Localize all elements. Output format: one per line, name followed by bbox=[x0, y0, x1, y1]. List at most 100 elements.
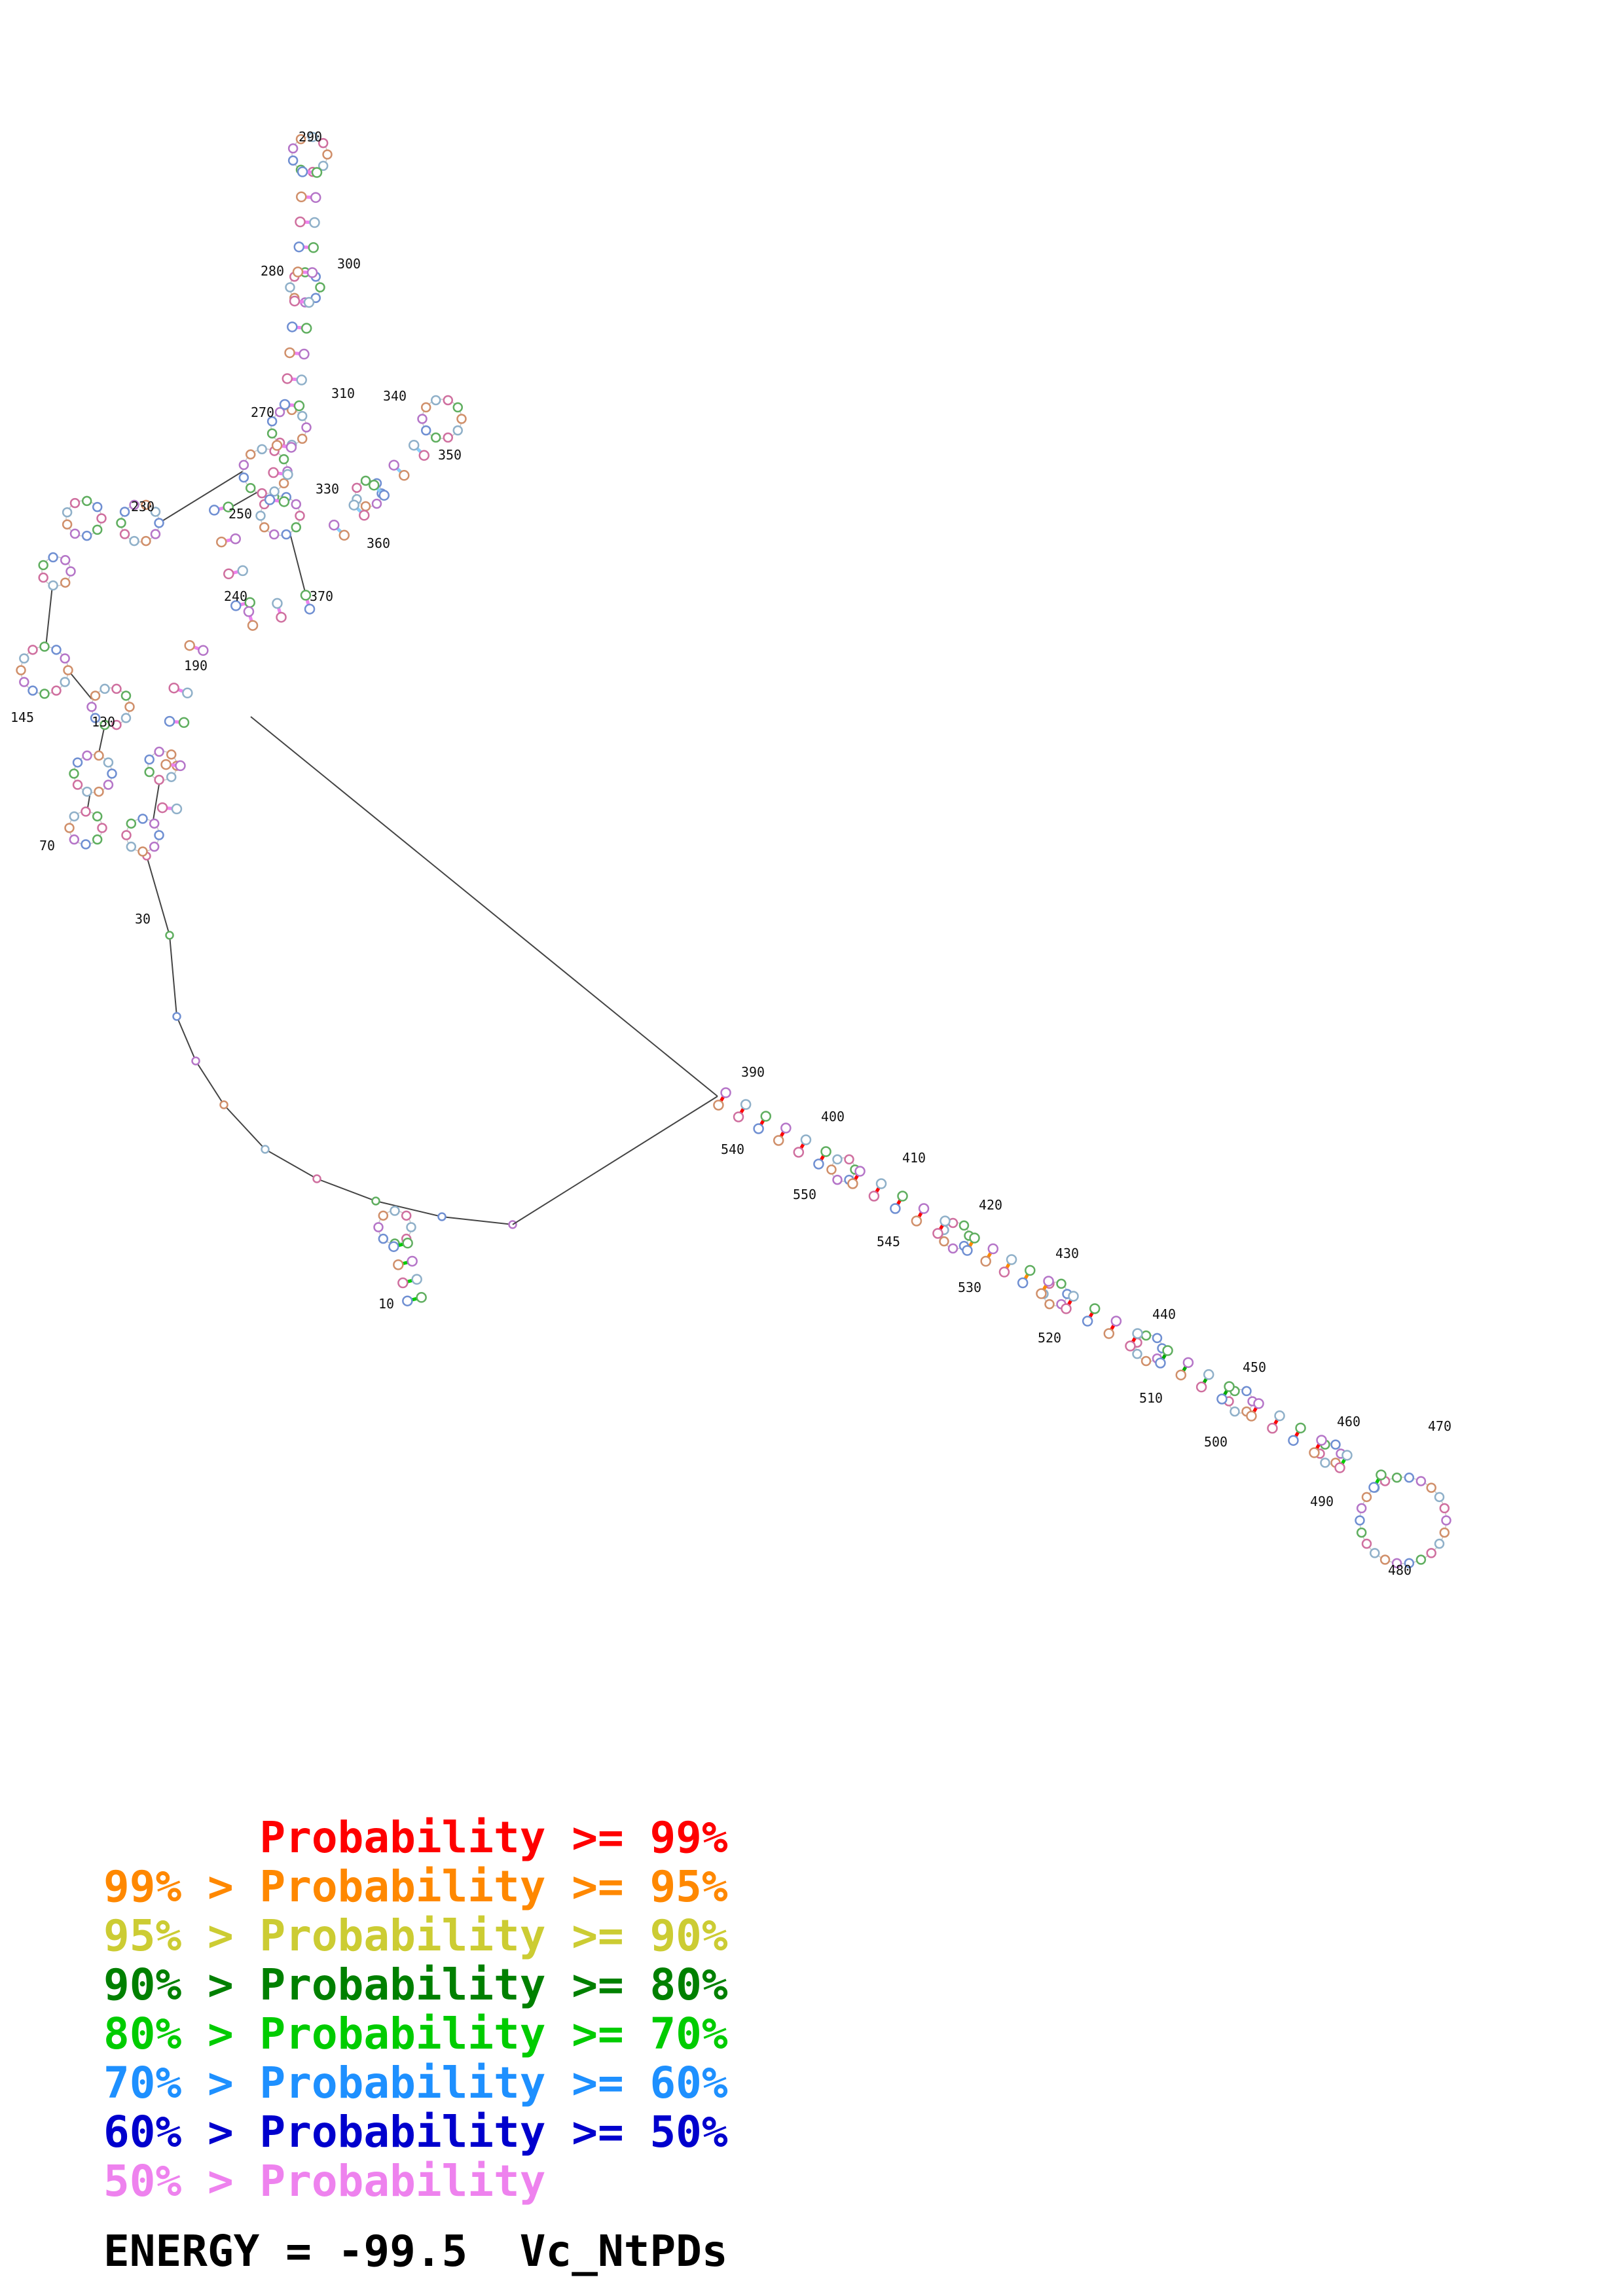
position-label: 350 bbox=[438, 447, 462, 463]
nucleotide-dot bbox=[437, 1212, 447, 1221]
nucleotide-dot bbox=[268, 529, 280, 540]
nucleotide-dot bbox=[1140, 1355, 1152, 1367]
nucleotide-dot bbox=[150, 507, 161, 517]
nucleotide-dot bbox=[154, 746, 164, 757]
nucleotide-dot bbox=[303, 296, 315, 308]
nucleotide-dot bbox=[1224, 1381, 1235, 1392]
nucleotide-dot bbox=[1426, 1482, 1436, 1493]
nucleotide-dot bbox=[16, 665, 26, 675]
nucleotide-dot bbox=[48, 580, 58, 591]
nucleotide-dot bbox=[39, 641, 50, 652]
nucleotide-dot bbox=[980, 1255, 991, 1267]
nucleotide-dot bbox=[144, 766, 155, 778]
nucleotide-dot bbox=[94, 786, 104, 797]
nucleotide-dot bbox=[166, 772, 177, 782]
backbone-strand bbox=[158, 471, 244, 524]
nucleotide-dot bbox=[171, 803, 183, 815]
nucleotide-dot bbox=[1246, 1410, 1257, 1422]
nucleotide-dot bbox=[255, 511, 266, 521]
position-label: 420 bbox=[979, 1197, 1002, 1213]
nucleotide-dot bbox=[60, 577, 71, 588]
nucleotide-dot bbox=[1036, 1288, 1047, 1299]
nucleotide-dot bbox=[307, 132, 318, 143]
nucleotide-dot bbox=[237, 565, 248, 577]
nucleotide-dot bbox=[393, 1259, 404, 1270]
nucleotide-dot bbox=[1241, 1386, 1252, 1397]
nucleotide-dot bbox=[141, 499, 151, 511]
nucleotide-dot bbox=[284, 347, 295, 359]
nucleotide-dot bbox=[1391, 1472, 1402, 1483]
nucleotide-dot bbox=[82, 786, 92, 797]
nucleotide-dot bbox=[1043, 1276, 1054, 1287]
nucleotide-dot bbox=[103, 757, 114, 768]
legend-entry: 90% > Probability >= 80% bbox=[103, 1960, 728, 2010]
position-label: 290 bbox=[299, 129, 322, 145]
nucleotide-dot bbox=[401, 1210, 412, 1221]
nucleotide-dot bbox=[939, 1236, 949, 1247]
nucleotide-dot bbox=[264, 494, 276, 505]
position-label: 270 bbox=[251, 404, 274, 420]
nucleotide-dot bbox=[1132, 1328, 1143, 1339]
nucleotide-dot bbox=[293, 400, 305, 412]
nucleotide-dot bbox=[299, 348, 310, 360]
nucleotide-dot bbox=[987, 1243, 999, 1255]
nucleotide-dot bbox=[328, 519, 340, 531]
nucleotide-dot bbox=[297, 166, 308, 177]
nucleotide-dot bbox=[94, 750, 104, 761]
legend-entry: 80% > Probability >= 70% bbox=[103, 2009, 728, 2059]
nucleotide-dot bbox=[411, 1274, 422, 1285]
position-label: 70 bbox=[39, 838, 55, 853]
nucleotide-dot bbox=[753, 1123, 764, 1134]
nucleotide-dot bbox=[154, 518, 164, 528]
backbone-strand bbox=[45, 585, 53, 647]
nucleotide-dot bbox=[72, 757, 83, 768]
nucleotide-dot bbox=[418, 450, 430, 461]
nucleotide-dot bbox=[92, 811, 103, 822]
nucleotide-dot bbox=[306, 267, 318, 278]
position-label: 430 bbox=[1055, 1246, 1079, 1261]
nucleotide-dot bbox=[1089, 1303, 1101, 1314]
nucleotide-dot bbox=[1182, 1357, 1194, 1369]
nucleotide-dot bbox=[371, 498, 382, 509]
nucleotide-dot bbox=[247, 620, 259, 631]
nucleotide-dot bbox=[417, 414, 428, 424]
nucleotide-dot bbox=[62, 519, 73, 529]
nucleotide-dot bbox=[740, 1099, 752, 1110]
nucleotide-dot bbox=[272, 598, 283, 609]
position-label: 490 bbox=[1310, 1494, 1334, 1509]
nucleotide-dot bbox=[92, 524, 103, 535]
nucleotide-dot bbox=[126, 841, 137, 852]
loops-group bbox=[16, 132, 1451, 1569]
nucleotide-dot bbox=[144, 754, 155, 765]
nucleotide-dot bbox=[289, 295, 301, 307]
nucleotide-dot bbox=[149, 841, 160, 852]
position-label: 300 bbox=[337, 256, 361, 272]
nucleotide-dot bbox=[1140, 1330, 1152, 1341]
position-label: 360 bbox=[367, 535, 390, 551]
nucleotide-dot bbox=[168, 682, 179, 694]
legend-entry: Probability >= 99% bbox=[103, 1812, 728, 1863]
nucleotide-dot bbox=[51, 645, 62, 655]
legend-entry: 50% > Probability bbox=[103, 2156, 546, 2206]
nucleotide-dot bbox=[1370, 1548, 1380, 1558]
nucleotide-dot bbox=[1415, 1554, 1427, 1565]
nucleotide-dot bbox=[149, 818, 160, 829]
nucleotide-dot bbox=[1379, 1554, 1391, 1565]
nucleotide-dot bbox=[191, 1056, 200, 1066]
nucleotide-dot bbox=[947, 1243, 958, 1254]
nucleotide-dot bbox=[72, 780, 83, 790]
nucleotide-dot bbox=[150, 529, 161, 539]
nucleotide-dot bbox=[184, 639, 195, 651]
nucleotide-dot bbox=[1155, 1357, 1166, 1369]
position-label: 145 bbox=[10, 709, 34, 725]
position-label: 330 bbox=[316, 481, 339, 497]
nucleotide-dot bbox=[430, 432, 441, 443]
nucleotide-dot bbox=[238, 472, 249, 483]
position-label: 310 bbox=[331, 386, 355, 401]
nucleotide-dot bbox=[443, 395, 454, 406]
nucleotide-dot bbox=[69, 768, 79, 779]
nucleotide-dot bbox=[39, 689, 50, 699]
nucleotide-dot bbox=[911, 1215, 922, 1227]
nucleotide-dot bbox=[278, 478, 289, 489]
